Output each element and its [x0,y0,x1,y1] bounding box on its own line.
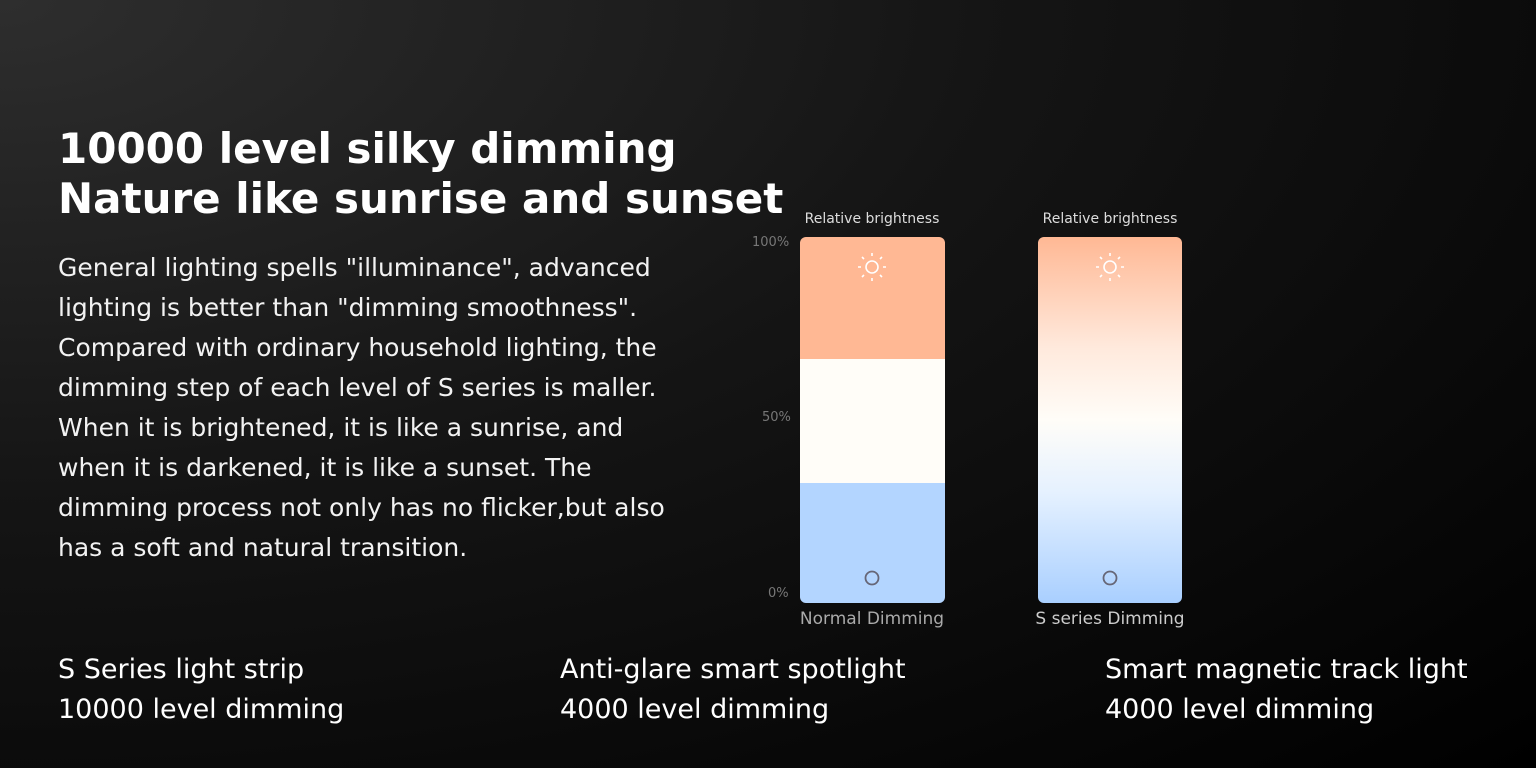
body-line: Compared with ordinary household lightin… [58,333,657,362]
feature-name: Smart magnetic track light [1105,654,1468,685]
feature-name: S Series light strip [58,654,305,685]
panel-title: Relative brightness [1043,211,1178,227]
scale-label: 100% [752,235,789,250]
panel-title: Relative brightness [805,211,940,227]
feature-name: Anti-glare smart spotlight [560,654,906,685]
scale-label: 50% [762,410,791,425]
body-line: when it is darkened, it is like a sunset… [58,453,592,482]
heading-line: Nature like sunrise and sunset [58,174,784,223]
moon-icon [864,570,1118,586]
body-line: lighting is better than "dimming smoothn… [58,293,638,322]
body-line: dimming process not only has no flicker,… [58,493,665,522]
panel-caption: S series Dimming [1035,609,1184,629]
panel-caption: Normal Dimming [800,609,944,629]
s-series-panel [1038,237,1182,603]
normal-panel [800,237,945,603]
feature-detail: 4000 level dimming [1105,694,1375,725]
body-line: has a soft and natural transition. [58,533,468,562]
body-line: General lighting spells "illuminance", a… [58,253,651,282]
sun-icon [858,253,1124,281]
feature-detail: 4000 level dimming [560,694,830,725]
body-line: dimming step of each level of S series i… [58,373,657,402]
feature-detail: 10000 level dimming [58,694,345,725]
heading-line: 10000 level silky dimming [58,124,677,173]
body-line: When it is brightened, it is like a sunr… [58,413,624,442]
scale-label: 0% [768,586,789,601]
